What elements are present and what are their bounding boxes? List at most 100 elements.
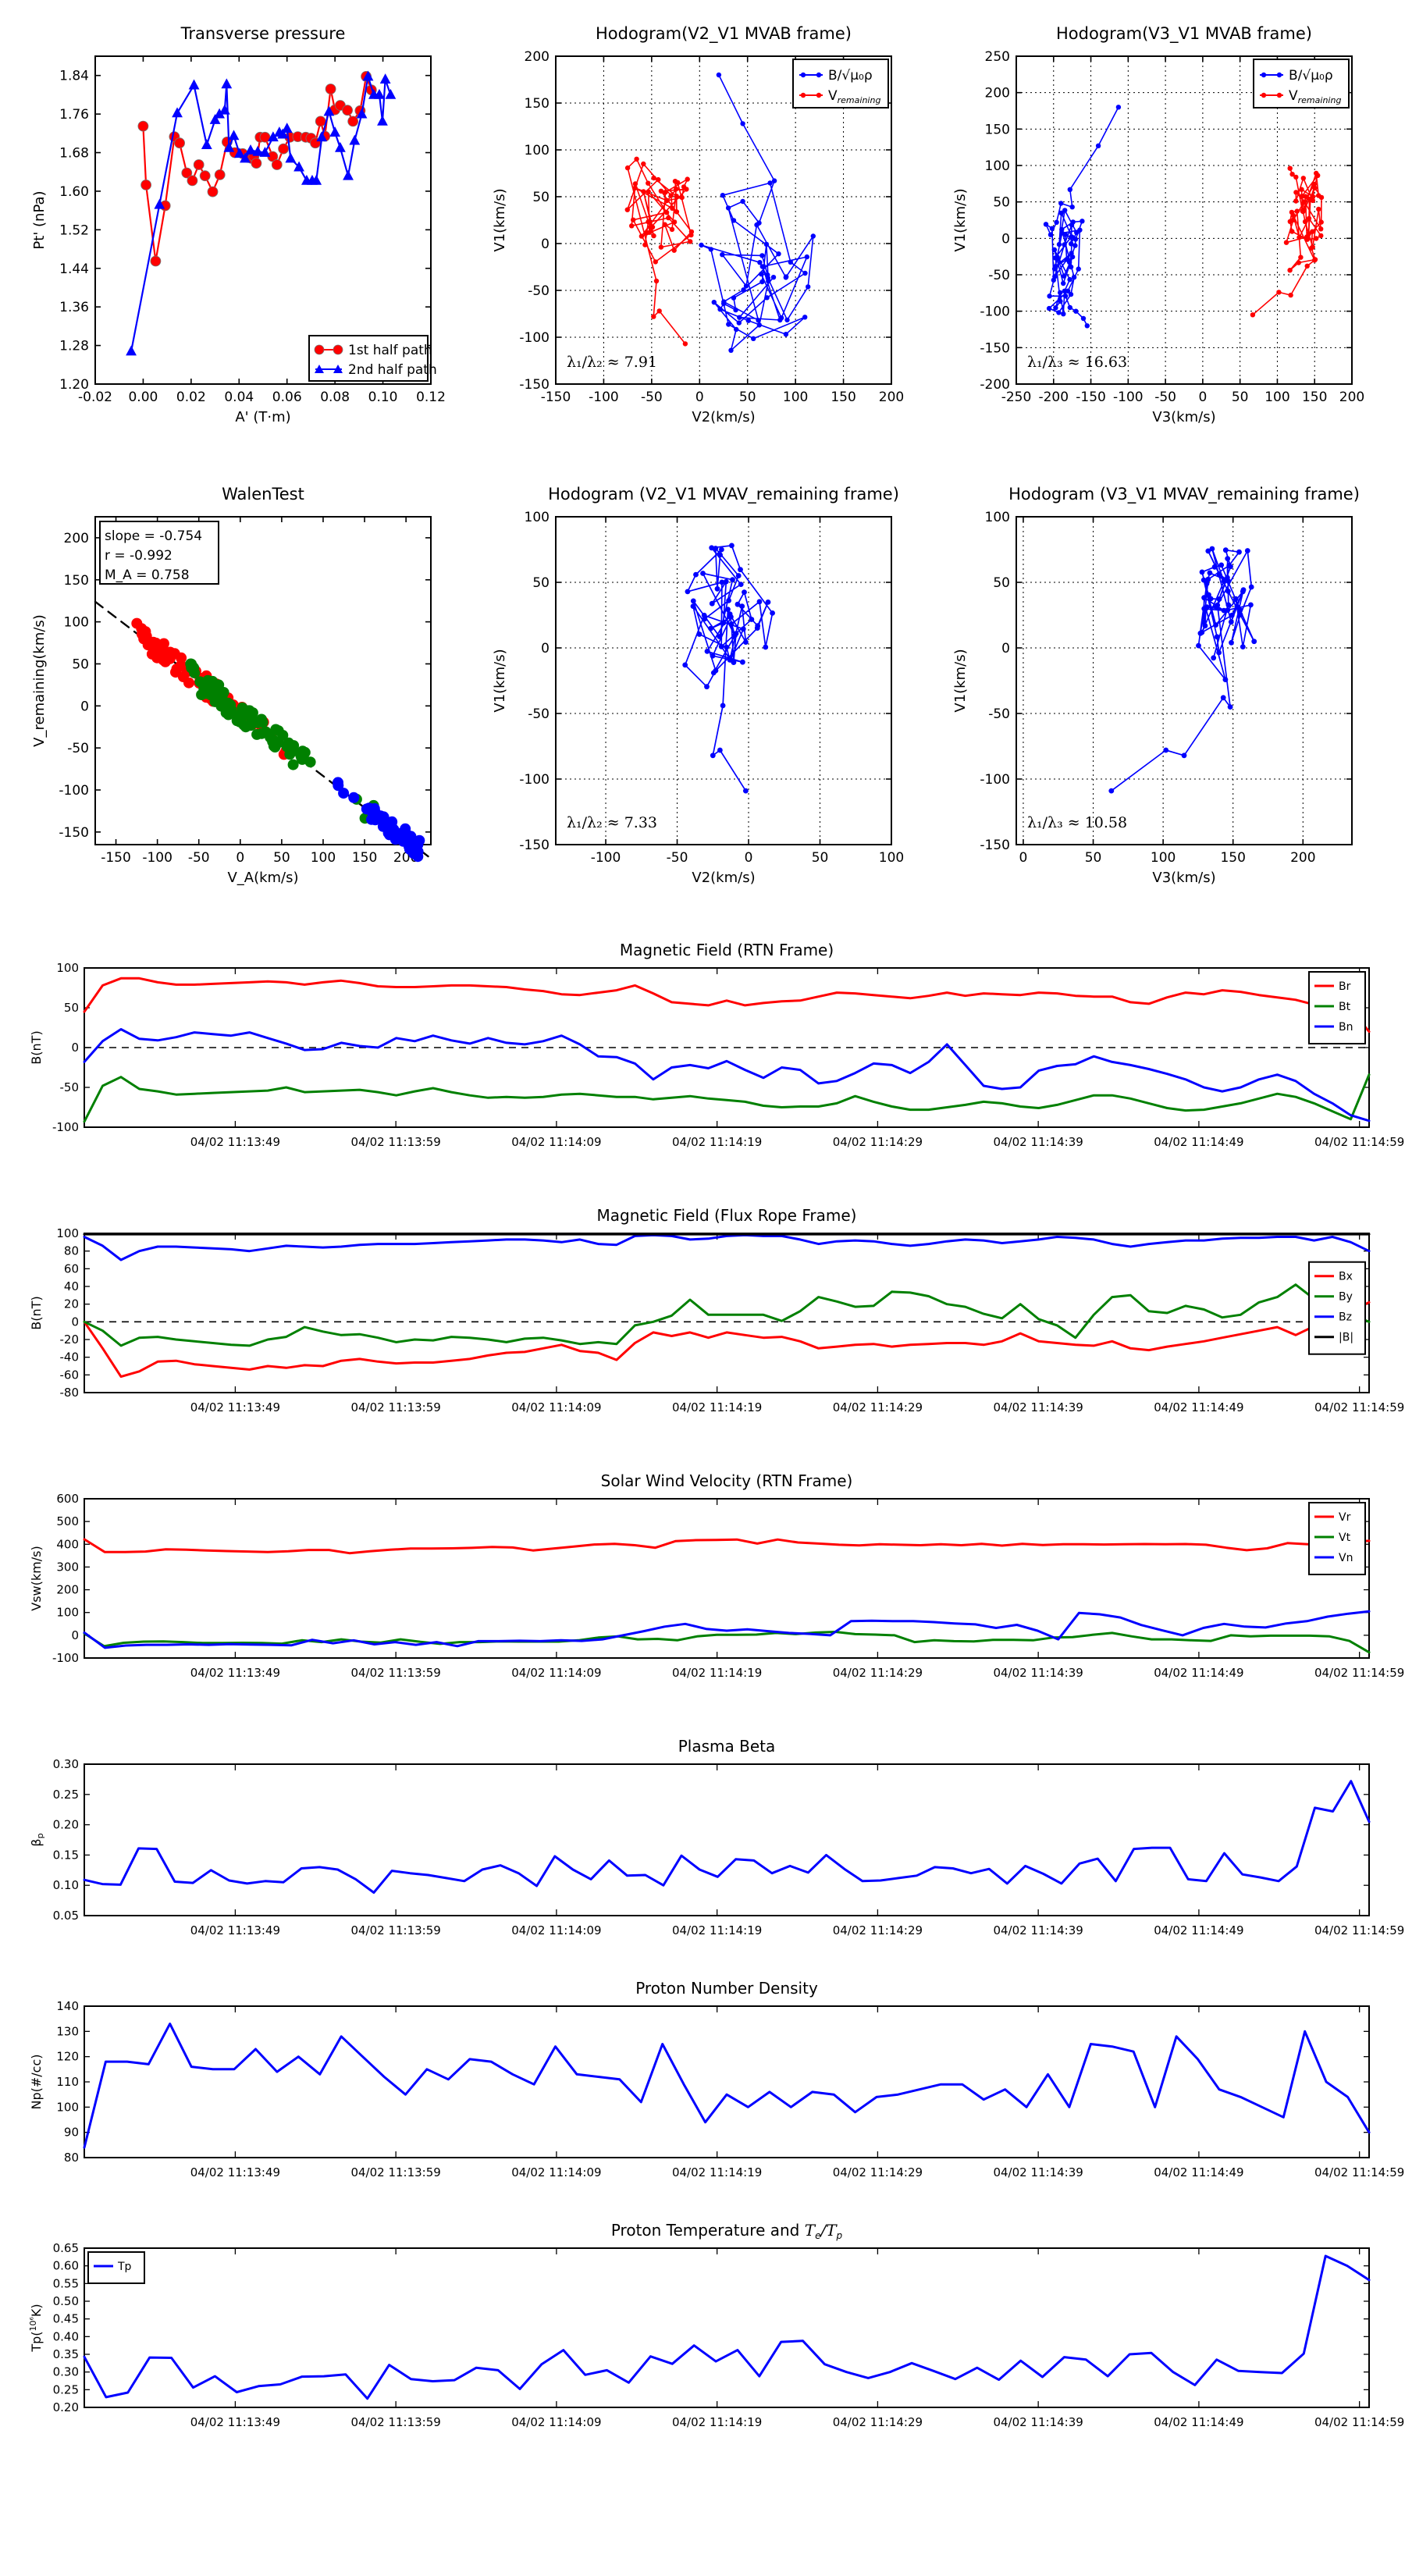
svg-text:-200: -200 bbox=[980, 377, 1010, 393]
data-point-B bbox=[700, 571, 706, 576]
data-point-B bbox=[1108, 788, 1115, 794]
data-point-B bbox=[716, 72, 722, 78]
data-point-B bbox=[1058, 290, 1063, 296]
svg-text:0.15: 0.15 bbox=[53, 1848, 79, 1862]
magnetic-field-rtn-ylabel: B(nT) bbox=[29, 1030, 44, 1064]
walen-test-panel: WalenTest -150 -100 -50 0 50 100 150 200 -150 -100… bbox=[23, 476, 461, 913]
data-point-V bbox=[648, 225, 653, 230]
time-tick-label: 04/02 11:13:59 bbox=[350, 2165, 440, 2179]
time-tick-label: 04/02 11:13:49 bbox=[190, 1923, 280, 1937]
svg-text:1.68: 1.68 bbox=[59, 146, 89, 162]
data-point-B bbox=[1222, 547, 1229, 553]
series-By bbox=[83, 1283, 1371, 1347]
proton-number-density-svg: Proton Number Density 80 90 100 110 120 130 140… bbox=[29, 1979, 1404, 2179]
data-point-B bbox=[725, 607, 731, 613]
marker-triangle bbox=[172, 107, 183, 118]
scatter-point bbox=[299, 746, 311, 758]
data-point-B bbox=[1052, 255, 1058, 261]
data-point-V bbox=[624, 165, 631, 171]
svg-text:0: 0 bbox=[71, 1041, 79, 1055]
legend-label: B/√μ₀ρ bbox=[828, 68, 873, 84]
data-point-B bbox=[1080, 315, 1087, 322]
data-point-B bbox=[784, 317, 790, 323]
marker-triangle bbox=[240, 152, 251, 163]
svg-text:-50: -50 bbox=[1154, 390, 1176, 405]
data-point-B bbox=[756, 318, 761, 323]
data-point-B bbox=[1225, 602, 1232, 608]
data-point-B bbox=[759, 253, 765, 258]
data-point-B bbox=[770, 275, 777, 280]
svg-text:0.25: 0.25 bbox=[53, 2382, 79, 2396]
data-point-B bbox=[1229, 639, 1234, 646]
hodogram-v3v1-mvav-panel: Hodogram (V3_V1 MVAV_remaining frame) 0 50… bbox=[944, 476, 1382, 913]
data-point-V bbox=[675, 180, 681, 186]
hodogram-v2v1-mvab-panel: Hodogram(V2_V1 MVAB frame) -150 -100 -50 0 50… bbox=[484, 16, 921, 453]
series-Vt bbox=[83, 1631, 1371, 1654]
hodogram-v3v1-mvab-ylabel: V1(km/s) bbox=[952, 188, 969, 251]
transverse-pressure-ylabel: Pt' (nPa) bbox=[31, 190, 48, 249]
data-point-B bbox=[1215, 602, 1221, 608]
data-point-B bbox=[1058, 210, 1064, 215]
svg-text:0.08: 0.08 bbox=[320, 390, 350, 405]
svg-text:-50: -50 bbox=[188, 850, 210, 866]
data-point-B bbox=[802, 315, 808, 320]
svg-text:-100: -100 bbox=[59, 783, 89, 799]
svg-text:200: 200 bbox=[1339, 390, 1364, 405]
time-tick-label: 04/02 11:14:09 bbox=[511, 1400, 601, 1414]
marker-triangle bbox=[252, 145, 264, 156]
magnetic-field-flux-rope-title: Magnetic Field (Flux Rope Frame) bbox=[597, 1206, 857, 1225]
scatter-point bbox=[244, 705, 255, 717]
data-point-B bbox=[1069, 251, 1074, 256]
svg-text:0: 0 bbox=[541, 641, 550, 656]
magnetic-field-rtn-title: Magnetic Field (RTN Frame) bbox=[620, 941, 834, 959]
data-point-V bbox=[1287, 219, 1293, 224]
data-point-B bbox=[717, 307, 723, 312]
svg-text:50: 50 bbox=[993, 195, 1010, 211]
data-point-V bbox=[629, 223, 635, 229]
data-point-B bbox=[1205, 548, 1211, 554]
marker-circle bbox=[251, 158, 262, 169]
marker-triangle bbox=[259, 147, 271, 157]
data-point-B bbox=[1163, 747, 1169, 753]
data-point-V bbox=[1290, 212, 1296, 219]
time-tick-label: 04/02 11:14:19 bbox=[672, 2165, 762, 2179]
svg-text:50: 50 bbox=[532, 575, 550, 591]
marker-triangle bbox=[374, 88, 385, 99]
svg-text:-150: -150 bbox=[59, 825, 89, 841]
time-tick-label: 04/02 11:14:49 bbox=[1154, 1135, 1243, 1149]
data-point-B bbox=[743, 639, 749, 645]
data-point-B bbox=[1071, 275, 1077, 280]
data-point-B bbox=[751, 336, 756, 341]
series-V bbox=[627, 158, 692, 345]
legend-label: Bx bbox=[1339, 1271, 1353, 1283]
data-point-V bbox=[1316, 206, 1321, 212]
data-point-V bbox=[1288, 292, 1293, 298]
data-point-B bbox=[738, 567, 743, 573]
data-point-B bbox=[1236, 549, 1242, 555]
scatter-point bbox=[404, 831, 415, 842]
data-point-B bbox=[757, 260, 763, 265]
hodogram-v2v1-mvab-xlabel: V2(km/s) bbox=[692, 409, 755, 425]
data-point-B bbox=[1049, 226, 1055, 231]
marker-triangle bbox=[277, 128, 289, 139]
data-point-V bbox=[1293, 198, 1299, 204]
data-point-V bbox=[1314, 236, 1319, 241]
svg-text:-50: -50 bbox=[67, 741, 89, 756]
svg-text:-50: -50 bbox=[988, 706, 1010, 722]
data-point-B bbox=[730, 577, 735, 583]
data-point-V bbox=[670, 205, 675, 211]
data-point-B bbox=[709, 600, 715, 607]
data-point-B bbox=[1067, 187, 1072, 192]
data-point-B bbox=[1070, 219, 1076, 225]
svg-text:-250: -250 bbox=[1001, 390, 1032, 405]
svg-text:300: 300 bbox=[56, 1560, 79, 1574]
marker-triangle bbox=[126, 345, 137, 356]
data-point-B bbox=[740, 121, 745, 126]
svg-text:-100: -100 bbox=[591, 850, 621, 866]
svg-text:-50: -50 bbox=[528, 283, 550, 299]
svg-text:-40: -40 bbox=[60, 1350, 80, 1364]
svg-text:50: 50 bbox=[72, 656, 89, 672]
data-point-V bbox=[1318, 226, 1324, 232]
data-point-V bbox=[1302, 219, 1308, 225]
hodogram-v2v1-mvav-panel: Hodogram (V2_V1 MVAV_remaining frame) -10… bbox=[484, 476, 921, 913]
